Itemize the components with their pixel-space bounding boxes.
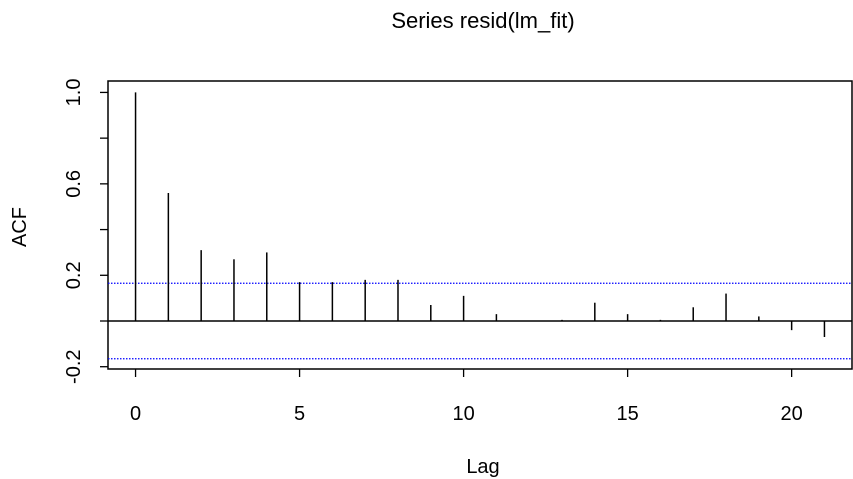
y-tick-label: -0.2 bbox=[63, 349, 85, 383]
chart-title: Series resid(lm_fit) bbox=[391, 8, 574, 33]
plot-border bbox=[107, 80, 853, 370]
x-tick-label: 10 bbox=[452, 403, 474, 425]
y-tick-label: 1.0 bbox=[63, 79, 85, 107]
x-axis-label: Lag bbox=[466, 456, 499, 478]
confidence-bounds bbox=[108, 282, 852, 360]
x-tick-label: 5 bbox=[294, 403, 305, 425]
x-tick-label: 0 bbox=[130, 403, 141, 425]
x-tick-label: 15 bbox=[616, 403, 638, 425]
acf-spikes bbox=[134, 92, 826, 337]
y-tick-label: 0.6 bbox=[63, 170, 85, 198]
y-axis-label: ACF bbox=[9, 207, 31, 247]
plot-frame bbox=[107, 80, 853, 370]
x-tick-label: 20 bbox=[781, 403, 803, 425]
y-axis: -0.2 0.2 0.6 1.0 bbox=[63, 79, 108, 384]
x-axis: 0 5 10 15 20 bbox=[130, 369, 803, 425]
y-tick-label: 0.2 bbox=[63, 261, 85, 289]
